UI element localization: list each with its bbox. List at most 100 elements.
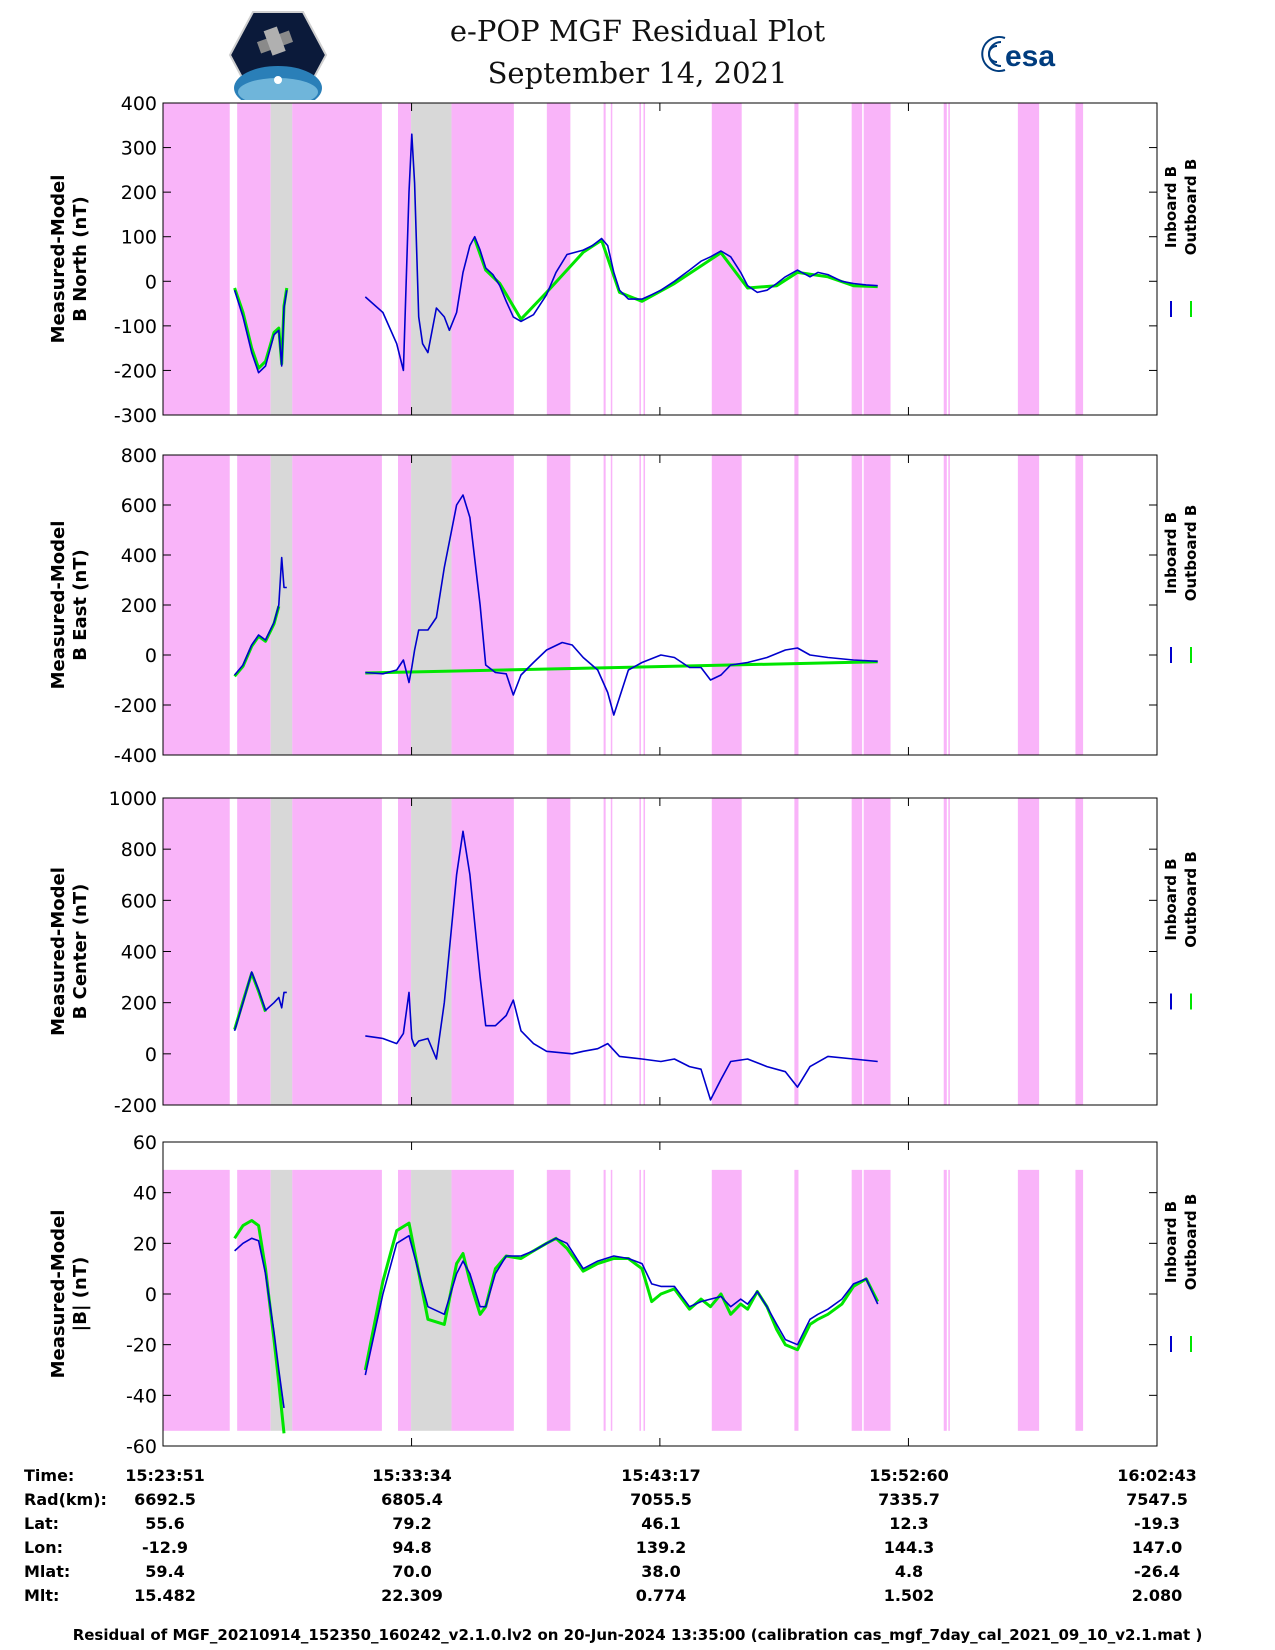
y-tick-label: 60 [133,1132,157,1154]
panel-4: -60 -40 -20 0 20 40 60 Measured-Model |B| (nT) In… [48,1132,1200,1458]
info-row-label: Mlat: [24,1562,71,1581]
magenta-band [451,1169,514,1431]
magenta-band [643,1169,646,1431]
y-tick-label: 100 [121,227,157,249]
y-tick-label: -20 [126,1335,157,1357]
magenta-band [398,455,412,755]
y-tick-label: 600 [121,890,157,912]
magenta-band [163,798,230,1105]
panel-2: -400 -200 0 200 400 600 800 Measured-Model B Eas… [48,445,1200,767]
info-cell: 46.1 [641,1514,681,1533]
info-cell: 147.0 [1131,1538,1183,1557]
magenta-band [292,798,382,1105]
y-axis-label-line2: B East (nT) [70,549,91,661]
magenta-band [794,798,799,1105]
info-cell: -12.9 [141,1538,189,1557]
esa-logo: esa [981,36,1055,73]
legend-entry-outboard-b: Outboard B [1182,851,1200,948]
magenta-band [948,1169,950,1431]
magenta-band [292,455,382,755]
magenta-band [943,798,947,1105]
y-tick-label: -200 [114,1095,157,1117]
magenta-band [546,103,571,415]
y-tick-label: -100 [114,316,157,338]
y-axis-label-line1: Measured-Model [48,867,69,1036]
series-line-inboard-b [365,830,878,1101]
y-axis-label-line2: B North (nT) [70,196,91,322]
gray-band [270,455,293,755]
magenta-band [398,798,412,1105]
gray-band [411,103,452,415]
y-tick-label: 0 [145,271,157,293]
y-tick-label: 20 [133,1233,157,1255]
info-row-label: Time: [24,1466,75,1485]
series-line-outboard-b [365,660,878,675]
chart-title-line2: September 14, 2021 [487,56,788,90]
y-tick-label: -400 [114,745,157,767]
gray-band [411,798,452,1105]
magenta-band [851,798,863,1105]
y-tick-label: 200 [121,595,157,617]
magenta-band [546,455,571,755]
series-line-inboard-b [233,556,287,676]
info-row-label: Lon: [24,1538,63,1557]
magenta-band [711,455,742,755]
y-tick-label: 400 [121,942,157,964]
footer-caption: Residual of MGF_20210914_152350_160242_v… [72,1626,1203,1644]
magenta-band [1075,103,1084,415]
info-row-label: Rad(km): [24,1490,107,1509]
info-row-label: Lat: [24,1514,60,1533]
legend-entry-inboard-b: Inboard B [1162,1201,1180,1283]
magenta-band [603,103,606,415]
magenta-band [794,103,799,415]
y-axis-label-line2: B Center (nT) [70,884,91,1020]
magenta-band [711,798,742,1105]
info-cell: 94.8 [392,1538,432,1557]
cassiope-mission-patch-logo [228,11,328,100]
y-tick-label: -300 [114,405,157,427]
magenta-band [163,1169,230,1431]
panel-3: -200 0 200 400 600 800 1000 Measured-Model B Cen… [48,788,1200,1117]
magenta-band [546,1169,571,1431]
info-cell: 22.309 [381,1586,443,1605]
magenta-band [610,455,613,755]
info-cell: -26.4 [1133,1562,1181,1581]
magenta-band [237,103,271,415]
magenta-band [398,1169,412,1431]
series-line-inboard-b [234,1237,285,1409]
legend-entry-outboard-b: Outboard B [1182,159,1200,256]
magenta-band [639,798,641,1105]
magenta-band [1017,455,1040,755]
y-tick-label: 600 [121,495,157,517]
magenta-band [1075,798,1084,1105]
chart-title-line1: e-POP MGF Residual Plot [449,14,826,48]
info-cell: 15:33:34 [372,1466,452,1485]
y-tick-label: 300 [121,138,157,160]
magenta-band [292,103,382,415]
info-cell: 79.2 [392,1514,432,1533]
magenta-band [451,455,514,755]
legend-entry-inboard-b: Inboard B [1162,858,1180,940]
magenta-band [292,1169,382,1431]
series-line-inboard-b [364,1234,879,1376]
magenta-band [639,455,641,755]
series-line-inboard-b [364,133,878,372]
y-tick-label: 800 [121,445,157,467]
info-cell: 70.0 [392,1562,432,1581]
orbit-info-table: Time: Rad(km): Lat: Lon: Mlat: Mlt: 15:23:51 66… [0,1466,1275,1616]
magenta-band [1075,1169,1084,1431]
magenta-band [948,103,950,415]
info-cell: 4.8 [894,1562,924,1581]
magenta-band [948,455,950,755]
y-tick-label: 800 [121,839,157,861]
magenta-band [948,798,950,1105]
info-cell: 12.3 [889,1514,929,1533]
info-cell: 59.4 [145,1562,185,1581]
y-tick-label: -200 [114,360,157,382]
y-tick-label: -60 [126,1436,157,1458]
magenta-band [603,455,606,755]
info-cell: 15.482 [134,1586,196,1605]
magenta-band [863,103,891,415]
info-cell: 144.3 [883,1538,935,1557]
magenta-band [943,455,947,755]
